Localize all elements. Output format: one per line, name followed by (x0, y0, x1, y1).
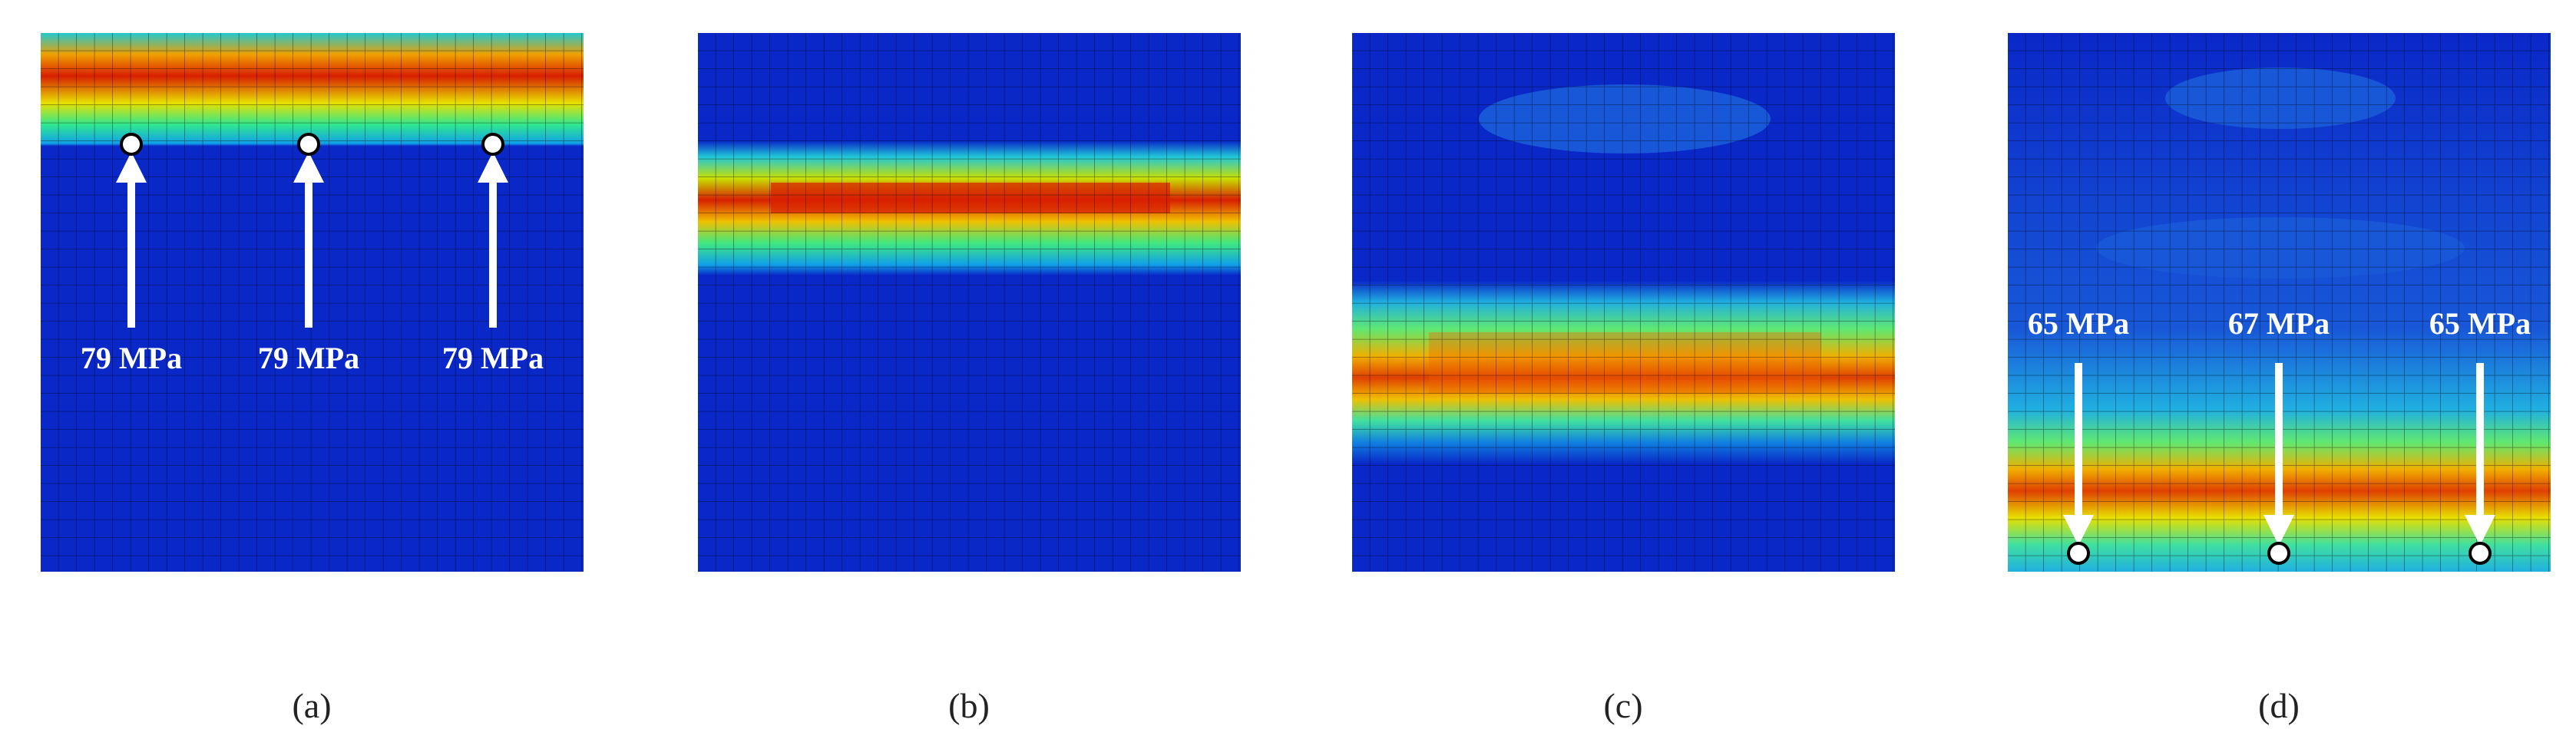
stress-label: 65 MPa (2429, 306, 2531, 341)
stress-label: 79 MPa (442, 341, 544, 375)
caption: (c) (1603, 686, 1642, 725)
panel: 65 MPa 67 MPa 65 MPa (d) (2008, 33, 2551, 725)
stress-label: 65 MPa (2028, 306, 2129, 341)
stress-label: 79 MPa (258, 341, 359, 375)
stress-label: 67 MPa (2228, 306, 2330, 341)
stress-label: 79 MPa (81, 341, 182, 375)
panel: (c) (1352, 33, 1895, 725)
caption: (b) (948, 686, 990, 725)
caption: (d) (2258, 686, 2300, 725)
panel: 79 MPa 79 MPa 79 MPa (a) (41, 33, 584, 725)
caption: (a) (292, 686, 331, 725)
panel: (b) (698, 33, 1241, 725)
